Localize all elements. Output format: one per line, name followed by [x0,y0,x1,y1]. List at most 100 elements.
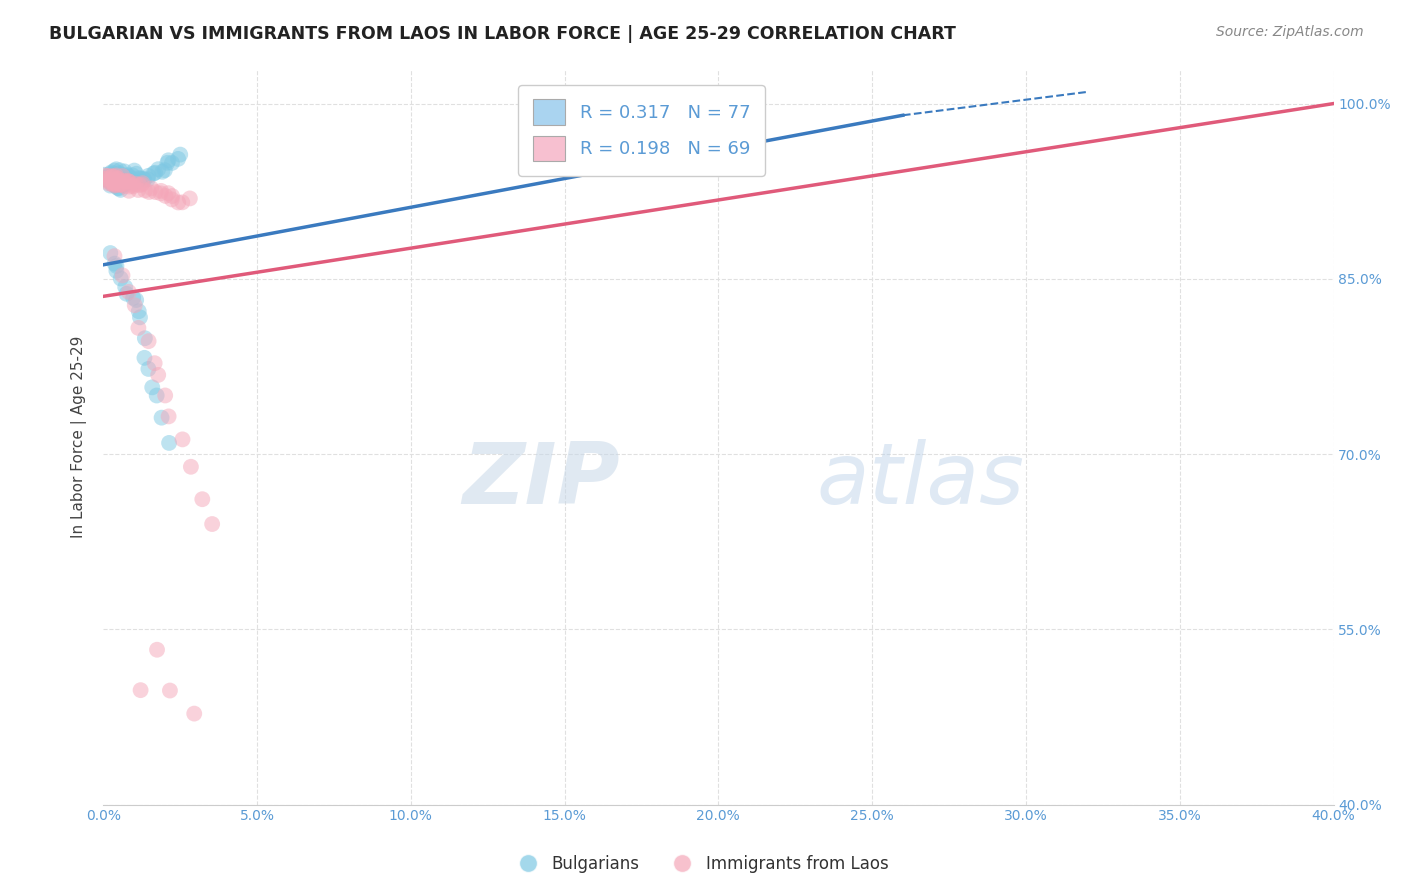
Point [142,166,165,180]
Point [101,169,124,184]
Point [169,147,191,161]
Point [114,164,136,178]
Point [96,174,118,188]
Point [118,184,141,198]
Point [136,169,159,183]
Point [128,178,150,192]
Point [117,174,139,188]
Point [122,176,145,190]
Point [94,173,117,187]
Point [167,152,190,166]
Point [111,268,134,283]
Point [167,195,190,210]
Point [96,173,118,187]
Point [129,310,152,325]
Point [138,185,160,199]
Point [108,178,131,192]
Point [93,168,115,182]
Text: BULGARIAN VS IMMIGRANTS FROM LAOS IN LABOR FORCE | AGE 25-29 CORRELATION CHART: BULGARIAN VS IMMIGRANTS FROM LAOS IN LAB… [49,25,956,43]
Point [153,163,176,178]
Point [115,286,138,301]
Point [98,178,121,193]
Point [111,174,134,188]
Point [117,168,139,182]
Point [101,169,124,184]
Point [121,168,143,182]
Point [156,156,179,170]
Point [118,170,141,185]
Point [122,179,145,194]
Point [129,683,152,698]
Point [108,163,131,178]
Point [114,179,136,194]
Point [115,174,138,188]
Point [179,191,201,205]
Point [118,179,141,194]
Point [143,166,166,180]
Point [100,165,122,179]
Point [157,409,180,424]
Point [155,189,177,203]
Point [107,173,129,187]
Point [143,356,166,370]
Point [100,176,122,190]
Point [108,166,131,180]
Point [141,380,163,394]
Point [105,171,128,186]
Point [145,185,167,199]
Point [122,291,145,305]
Point [131,178,153,192]
Point [103,176,125,190]
Point [127,174,149,188]
Point [138,334,160,348]
Point [111,171,134,186]
Point [110,178,132,192]
Point [107,181,129,195]
Point [105,162,128,177]
Point [98,170,121,185]
Point [148,368,170,382]
Point [98,246,121,260]
Point [110,271,132,285]
Point [127,321,149,335]
Point [118,285,141,299]
Legend: Bulgarians, Immigrants from Laos: Bulgarians, Immigrants from Laos [510,848,896,880]
Point [103,170,125,185]
Point [97,169,120,183]
Point [148,162,170,177]
Point [98,170,121,185]
Point [134,351,156,365]
Text: ZIP: ZIP [463,439,620,522]
Point [172,195,194,210]
Point [141,181,163,195]
Point [159,683,181,698]
Point [103,249,125,263]
Point [94,169,117,183]
Point [105,169,128,183]
Point [93,172,115,186]
Point [153,388,176,402]
Point [97,170,120,185]
Point [150,184,173,198]
Point [146,642,169,657]
Point [104,257,127,271]
Point [150,410,173,425]
Point [129,172,152,186]
Point [125,293,148,307]
Point [131,176,153,190]
Point [105,259,128,273]
Point [104,178,127,193]
Point [101,169,124,184]
Point [110,174,132,188]
Point [172,433,194,447]
Point [160,189,183,203]
Point [124,163,146,178]
Point [112,169,135,183]
Point [201,516,224,531]
Point [114,280,136,294]
Point [191,492,214,507]
Point [105,174,128,188]
Point [108,181,131,195]
Point [103,178,125,193]
Point [134,331,156,345]
